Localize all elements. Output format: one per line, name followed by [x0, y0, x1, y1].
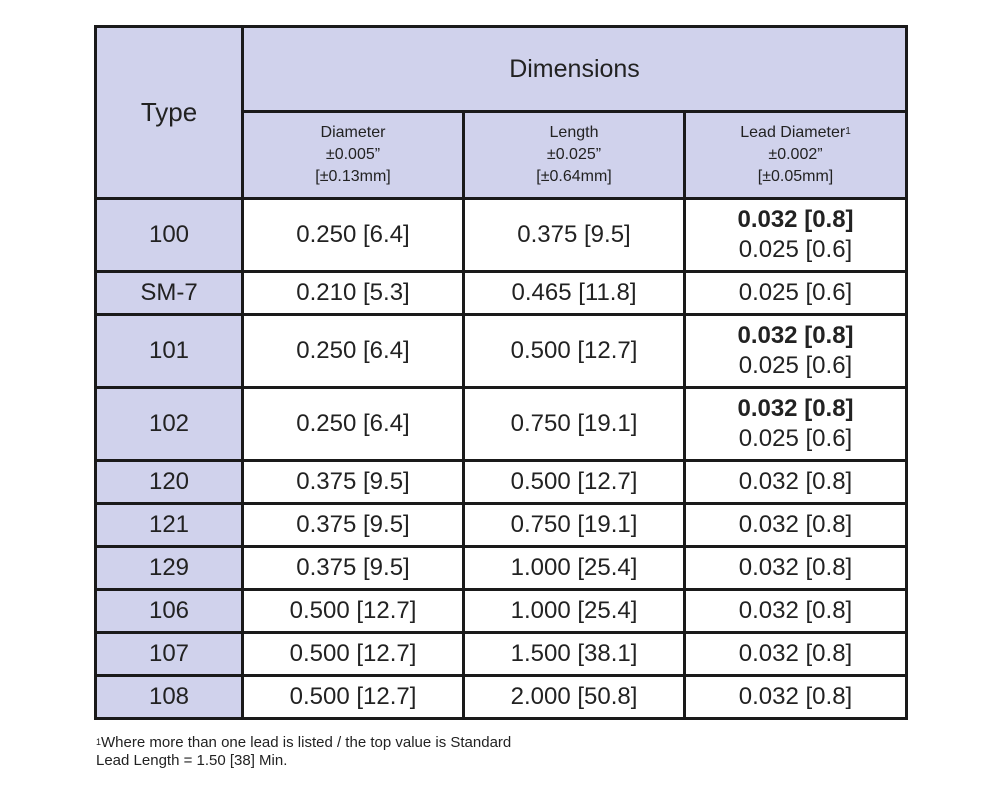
type-cell: 129 — [94, 545, 244, 591]
lead-standard-value: 0.032 [0.8] — [737, 322, 854, 349]
table-row: 102 0.250 [6.4] 0.750 [19.1] 0.032 [0.8]… — [94, 386, 909, 462]
table-row: 107 0.500 [12.7] 1.500 [38.1] 0.032 [0.8… — [94, 631, 909, 677]
diameter-cell: 0.250 [6.4] — [241, 197, 465, 273]
lead-standard-value: 0.032 [0.8] — [737, 395, 854, 422]
type-cell: SM-7 — [94, 270, 244, 316]
diameter-cell: 0.500 [12.7] — [241, 631, 465, 677]
footnote-line-2: Lead Length = 1.50 [38] Min. — [96, 752, 288, 769]
lead-alternate-value: 0.025 [0.6] — [738, 236, 853, 263]
footnote-text: Where more than one lead is listed / the… — [101, 734, 512, 751]
lead-diameter-cell: 0.032 [0.8] — [682, 588, 909, 634]
dimensions-table: Type Dimensions Diameter ±0.005” [±0.13m… — [94, 25, 909, 720]
length-label: Length — [549, 124, 599, 141]
table-row: 100 0.250 [6.4] 0.375 [9.5] 0.032 [0.8] … — [94, 197, 909, 273]
lead-diameter-label: Lead Diameter — [740, 124, 846, 141]
type-cell: 120 — [94, 459, 244, 505]
lead-diameter-cell: 0.032 [0.8] — [682, 459, 909, 505]
table-row: SM-7 0.210 [5.3] 0.465 [11.8] 0.025 [0.6… — [94, 270, 909, 316]
table-row: 106 0.500 [12.7] 1.000 [25.4] 0.032 [0.8… — [94, 588, 909, 634]
type-cell: 101 — [94, 313, 244, 389]
lead-diameter-cell: 0.032 [0.8] — [682, 502, 909, 548]
footnote-line-1: 1Where more than one lead is listed / th… — [96, 734, 511, 752]
diameter-cell: 0.210 [5.3] — [241, 270, 465, 316]
lead-diameter-tolerance-in: ±0.002” — [768, 146, 823, 163]
diameter-cell: 0.250 [6.4] — [241, 386, 465, 462]
diameter-column-header: Diameter ±0.005” [±0.13mm] — [241, 110, 465, 200]
diameter-cell: 0.375 [9.5] — [241, 502, 465, 548]
lead-alternate-value: 0.025 [0.6] — [738, 352, 853, 379]
length-cell: 0.750 [19.1] — [462, 502, 686, 548]
type-column-header: Type — [94, 25, 244, 200]
length-cell: 0.465 [11.8] — [462, 270, 686, 316]
footnote-marker: 1 — [96, 737, 102, 747]
lead-diameter-cell: 0.032 [0.8] — [682, 545, 909, 591]
diameter-label: Diameter — [320, 124, 386, 141]
length-cell: 1.500 [38.1] — [462, 631, 686, 677]
length-cell: 2.000 [50.8] — [462, 674, 686, 720]
table-row: 120 0.375 [9.5] 0.500 [12.7] 0.032 [0.8] — [94, 459, 909, 505]
dimensions-table-container: Type Dimensions Diameter ±0.005” [±0.13m… — [94, 25, 909, 720]
type-cell: 106 — [94, 588, 244, 634]
lead-diameter-column-header: Lead Diameter1 ±0.002” [±0.05mm] — [682, 110, 909, 200]
table-row: 108 0.500 [12.7] 2.000 [50.8] 0.032 [0.8… — [94, 674, 909, 720]
diameter-cell: 0.375 [9.5] — [241, 459, 465, 505]
table-row: 129 0.375 [9.5] 1.000 [25.4] 0.032 [0.8] — [94, 545, 909, 591]
lead-diameter-tolerance-mm: [±0.05mm] — [757, 168, 834, 185]
diameter-cell: 0.500 [12.7] — [241, 674, 465, 720]
type-cell: 108 — [94, 674, 244, 720]
type-cell: 107 — [94, 631, 244, 677]
table-footnote: 1Where more than one lead is listed / th… — [96, 734, 511, 770]
length-cell: 1.000 [25.4] — [462, 545, 686, 591]
diameter-cell: 0.250 [6.4] — [241, 313, 465, 389]
length-cell: 0.500 [12.7] — [462, 313, 686, 389]
length-column-header: Length ±0.025” [±0.64mm] — [462, 110, 686, 200]
type-cell: 121 — [94, 502, 244, 548]
sub-header-row: Diameter ±0.005” [±0.13mm] Length ±0.025… — [96, 110, 909, 200]
lead-diameter-cell: 0.025 [0.6] — [682, 270, 909, 316]
table-row: 101 0.250 [6.4] 0.500 [12.7] 0.032 [0.8]… — [94, 313, 909, 389]
length-cell: 0.500 [12.7] — [462, 459, 686, 505]
length-cell: 0.750 [19.1] — [462, 386, 686, 462]
lead-standard-value: 0.032 [0.8] — [737, 206, 854, 233]
lead-diameter-cell: 0.032 [0.8] — [682, 631, 909, 677]
lead-diameter-cell: 0.032 [0.8] 0.025 [0.6] — [682, 197, 909, 273]
length-cell: 1.000 [25.4] — [462, 588, 686, 634]
length-tolerance-in: ±0.025” — [546, 146, 602, 163]
length-tolerance-mm: [±0.64mm] — [536, 168, 612, 185]
lead-diameter-cell: 0.032 [0.8] 0.025 [0.6] — [682, 313, 909, 389]
type-cell: 100 — [94, 197, 244, 273]
diameter-cell: 0.500 [12.7] — [241, 588, 465, 634]
length-cell: 0.375 [9.5] — [462, 197, 686, 273]
diameter-cell: 0.375 [9.5] — [241, 545, 465, 591]
diameter-tolerance-in: ±0.005” — [325, 146, 381, 163]
lead-diameter-cell: 0.032 [0.8] — [682, 674, 909, 720]
dimensions-group-header: Dimensions — [240, 25, 909, 113]
table-row: 121 0.375 [9.5] 0.750 [19.1] 0.032 [0.8] — [94, 502, 909, 548]
lead-alternate-value: 0.025 [0.6] — [738, 425, 853, 452]
diameter-tolerance-mm: [±0.13mm] — [315, 168, 391, 185]
lead-diameter-cell: 0.032 [0.8] 0.025 [0.6] — [682, 386, 909, 462]
footnote-marker: 1 — [845, 126, 851, 137]
type-cell: 102 — [94, 386, 244, 462]
